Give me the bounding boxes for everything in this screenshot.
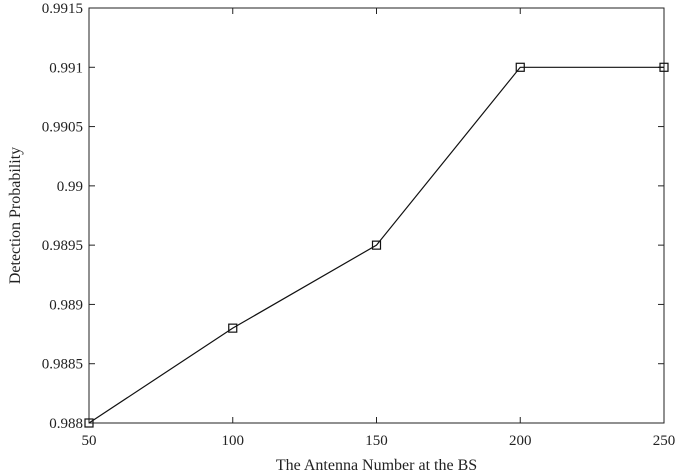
y-tick-label: 0.99 <box>57 179 83 195</box>
y-axis-label: Detection Probability <box>7 147 24 284</box>
y-tick-label: 0.991 <box>49 60 83 76</box>
x-tick-label: 100 <box>222 433 245 449</box>
data-point-marker <box>371 240 382 250</box>
x-tick-label: 50 <box>82 433 97 449</box>
data-point-marker <box>84 418 94 428</box>
series-line <box>88 66 664 424</box>
data-point-marker <box>228 323 238 333</box>
x-axis-label: The Antenna Number at the BS <box>276 457 477 474</box>
x-tick-label: 200 <box>509 433 532 449</box>
y-tick-label: 0.9905 <box>42 120 83 136</box>
x-axis-ticks: 50 100 150 200 250 <box>82 8 676 449</box>
plot-area-frame <box>88 7 665 424</box>
y-axis-ticks: 0.988 0.9885 0.989 0.9895 0.99 0.9905 0.991 0.9… <box>42 1 664 432</box>
series-markers <box>84 62 669 428</box>
y-tick-label: 0.9895 <box>42 238 83 254</box>
data-point-marker <box>659 62 669 72</box>
y-tick-label: 0.988 <box>49 416 83 432</box>
y-tick-label: 0.9915 <box>42 1 83 17</box>
y-tick-label: 0.989 <box>49 297 83 313</box>
y-tick-label: 0.9885 <box>42 357 83 373</box>
data-point-marker <box>515 62 525 72</box>
x-tick-label: 250 <box>653 433 676 449</box>
x-tick-label: 150 <box>365 433 388 449</box>
